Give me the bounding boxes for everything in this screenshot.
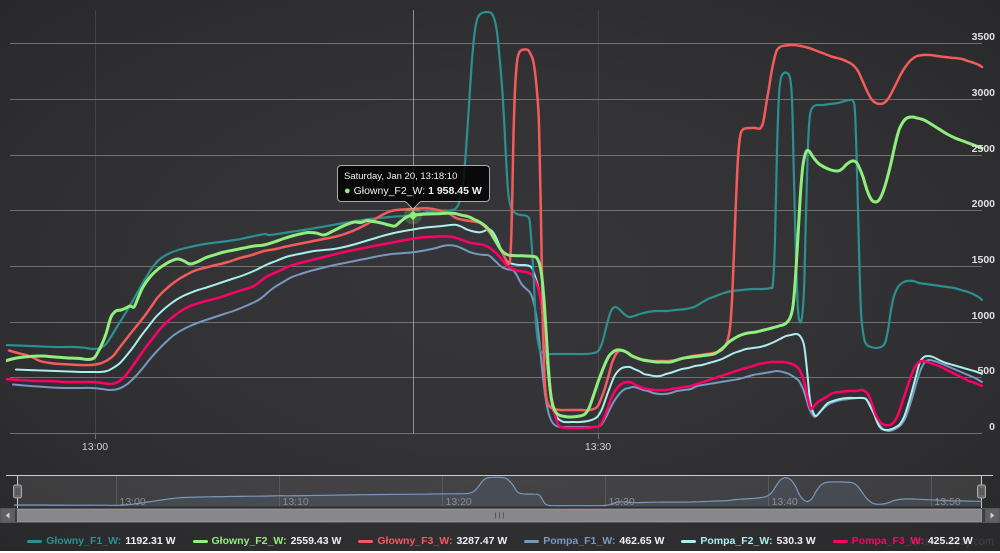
svg-text:2500: 2500: [972, 143, 996, 155]
svg-text:13:30: 13:30: [585, 441, 611, 453]
svg-text:13:10: 13:10: [283, 496, 309, 508]
svg-text:2000: 2000: [972, 198, 996, 210]
svg-text:1000: 1000: [972, 310, 996, 322]
svg-text:500: 500: [977, 365, 995, 377]
svg-text:3500: 3500: [972, 31, 996, 43]
svg-text:1500: 1500: [972, 254, 996, 266]
svg-text:3000: 3000: [972, 87, 996, 99]
svg-text:13:00: 13:00: [120, 496, 146, 508]
svg-text:13:40: 13:40: [772, 496, 798, 508]
svg-text:0: 0: [989, 421, 995, 433]
svg-text:13:50: 13:50: [935, 496, 961, 508]
svg-text:13:20: 13:20: [446, 496, 472, 508]
svg-text:13:30: 13:30: [609, 496, 635, 508]
svg-text:13:00: 13:00: [82, 441, 108, 453]
